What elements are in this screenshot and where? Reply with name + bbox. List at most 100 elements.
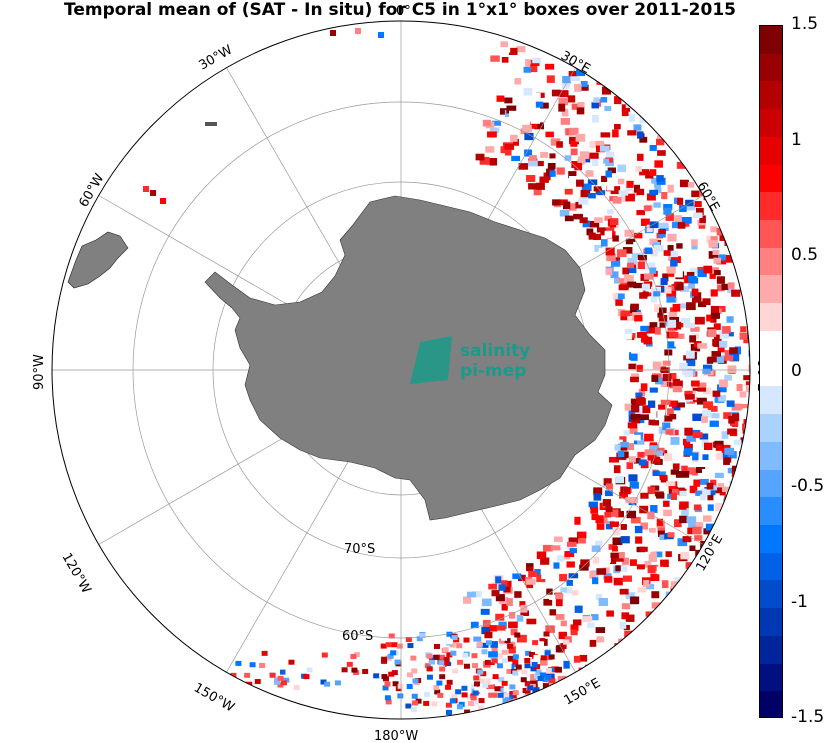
data-cell (477, 705, 484, 711)
data-cell (637, 153, 644, 161)
data-cell (736, 383, 743, 392)
data-cell (516, 46, 526, 53)
data-cell (381, 674, 388, 680)
data-cell (606, 227, 615, 233)
data-cell (634, 315, 643, 322)
data-cell (525, 59, 532, 67)
data-cell (564, 551, 575, 558)
data-cell (649, 238, 658, 245)
label-150w: 150°W (191, 680, 237, 715)
data-cell (527, 700, 534, 706)
data-cell (638, 388, 646, 397)
data-cell (288, 659, 295, 665)
data-cell (461, 692, 468, 698)
data-cell (727, 286, 735, 293)
data-cell (657, 530, 665, 537)
data-cell (663, 207, 672, 215)
data-cell (569, 136, 579, 145)
data-cell (560, 118, 571, 125)
data-cell (519, 601, 526, 607)
data-cell (567, 543, 574, 551)
data-cell (686, 204, 696, 211)
data-cell (701, 488, 711, 496)
data-cell (536, 182, 545, 190)
data-cell (568, 573, 579, 579)
data-cell (623, 275, 634, 283)
data-cell (633, 184, 640, 193)
data-cell (606, 610, 614, 617)
data-cell (540, 557, 550, 565)
data-cell (658, 222, 669, 228)
data-cell (498, 584, 506, 591)
data-cell (743, 336, 750, 344)
data-cell (654, 160, 663, 168)
data-cell (630, 398, 639, 406)
data-cell (605, 247, 615, 256)
data-cell (639, 414, 649, 421)
data-cell (623, 333, 632, 340)
data-cell (701, 468, 712, 477)
data-cell (732, 456, 742, 462)
data-cell (565, 587, 573, 594)
data-cell (522, 124, 532, 133)
data-cell (656, 566, 664, 575)
data-cell (539, 638, 546, 644)
data-cell (605, 151, 615, 160)
data-cell (625, 193, 635, 202)
data-cell (527, 685, 534, 691)
data-cell (686, 516, 697, 523)
data-cell (707, 489, 716, 496)
data-cell (690, 326, 700, 332)
data-cell (663, 203, 673, 210)
data-cell (537, 707, 544, 713)
data-cell (507, 694, 514, 700)
data-cell (684, 427, 693, 436)
data-cell (551, 666, 559, 673)
data-cell (667, 532, 675, 538)
data-cell (671, 488, 679, 495)
data-cell (664, 287, 672, 294)
data-cell (612, 235, 619, 242)
data-cell (555, 666, 562, 673)
data-cell (524, 132, 534, 141)
data-cell (481, 649, 488, 655)
data-cell (511, 155, 521, 162)
data-cell (509, 684, 516, 690)
data-cell (647, 400, 656, 408)
colorbar-segment (760, 497, 782, 526)
data-cell (563, 639, 570, 645)
data-cell (385, 642, 392, 648)
data-cell (611, 260, 621, 267)
data-cell (560, 620, 567, 627)
data-cell (665, 429, 674, 435)
data-cell (373, 673, 380, 679)
data-cell (679, 286, 690, 292)
data-cell (530, 680, 537, 686)
data-cell (580, 81, 588, 87)
data-cell (512, 138, 519, 146)
data-cell (384, 681, 391, 687)
data-cell (588, 232, 596, 240)
data-cell (507, 643, 514, 649)
data-cell (560, 587, 567, 593)
data-cell (485, 146, 495, 153)
colorbar-segment (760, 275, 782, 304)
data-cell (623, 486, 631, 495)
data-cell (254, 679, 261, 685)
data-cell (426, 653, 433, 659)
data-cell (724, 349, 733, 357)
data-cell (456, 704, 463, 710)
data-cell (488, 651, 498, 658)
data-cell (277, 675, 284, 681)
data-cell (660, 399, 671, 405)
data-cell (585, 170, 594, 177)
data-cell (341, 667, 348, 673)
data-cell (478, 698, 485, 704)
data-cell (532, 57, 542, 64)
data-cell (609, 456, 620, 463)
data-cell (558, 631, 567, 640)
data-cell (718, 394, 726, 402)
label-180: 180°W (374, 729, 418, 743)
data-cell (637, 261, 645, 270)
data-cell (470, 683, 477, 689)
